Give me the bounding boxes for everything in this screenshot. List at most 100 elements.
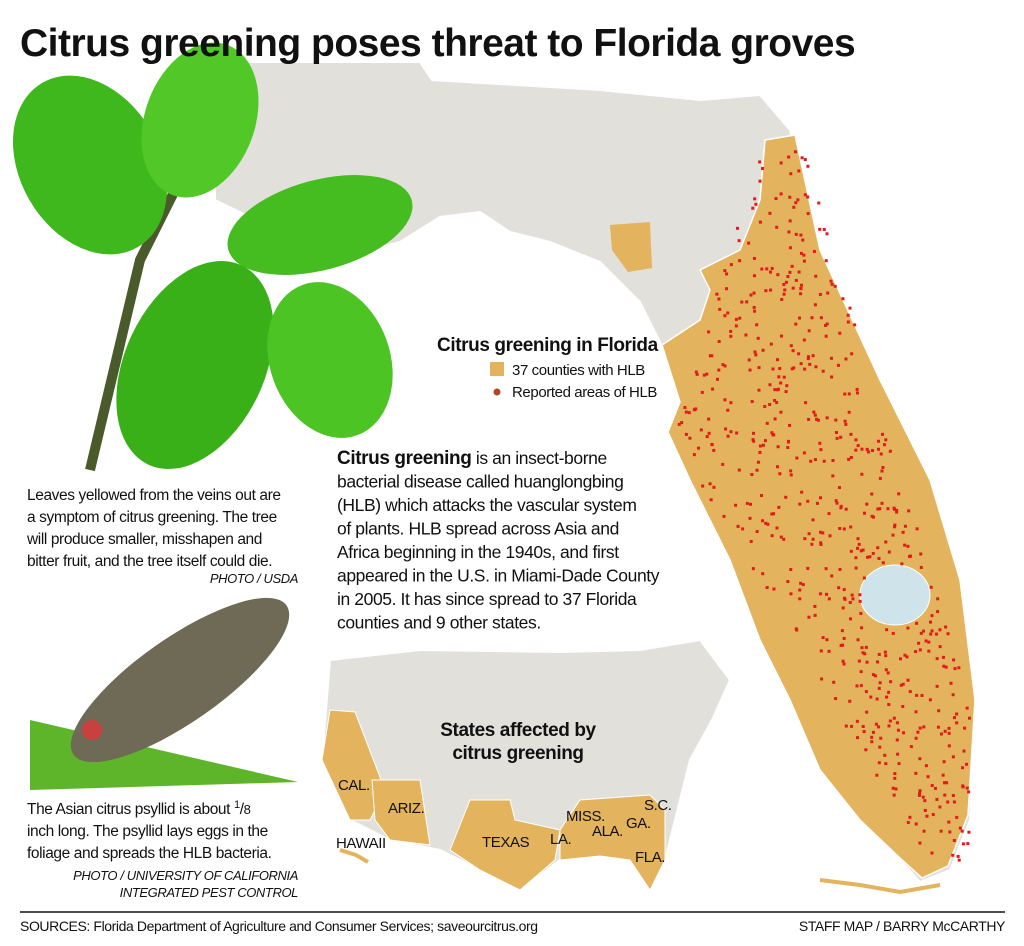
hlb-dot (878, 507, 882, 511)
hlb-dot (870, 514, 874, 518)
hlb-dot (819, 542, 823, 546)
hlb-dot (807, 532, 811, 536)
hlb-dot (749, 502, 753, 506)
hlb-dot (901, 530, 905, 534)
hlb-dot (735, 226, 739, 230)
hlb-dot (895, 508, 899, 512)
hlb-dot (819, 541, 823, 545)
hlb-dot (818, 441, 822, 445)
hlb-dot (918, 648, 922, 652)
hlb-dot (895, 721, 899, 725)
hlb-dot (801, 238, 805, 242)
hlb-dot (895, 510, 899, 514)
hlb-dot (951, 693, 955, 697)
hlb-dot (952, 716, 956, 720)
hlb-dot (782, 537, 786, 541)
hlb-dot (893, 523, 897, 527)
hlb-dot (901, 682, 905, 686)
hlb-dot (875, 773, 879, 777)
hlb-county (610, 222, 652, 272)
hlb-dot (723, 269, 727, 273)
hlb-dot (776, 358, 780, 362)
state-label: GA. (626, 815, 651, 832)
hlb-dot (939, 732, 943, 736)
description: Citrus greening is an insect-borne bacte… (337, 448, 660, 633)
hlb-dot (694, 370, 698, 374)
hlb-dot (865, 447, 869, 451)
hlb-dot (887, 690, 891, 694)
hlb-dot (734, 503, 738, 507)
hlb-dot (710, 442, 714, 446)
hlb-dot (717, 339, 721, 343)
hlb-dot (779, 535, 783, 539)
hlb-dot (846, 320, 850, 324)
hlb-dot (790, 264, 794, 268)
hlb-dot (930, 851, 934, 855)
hlb-dot (737, 468, 741, 472)
state-label: LA. (550, 831, 571, 848)
hlb-dot (965, 786, 969, 790)
hlb-dot (927, 640, 931, 644)
hlb-dot (822, 227, 826, 231)
hlb-dot (965, 706, 969, 710)
us-map-title: citrus greening (452, 743, 583, 764)
hlb-dot (787, 440, 791, 444)
hlb-dot (854, 438, 858, 442)
hlb-dot (786, 275, 790, 279)
hlb-dot (760, 166, 764, 170)
hlb-dot (891, 533, 895, 537)
hlb-dot (799, 251, 803, 255)
hlb-dot (738, 316, 742, 320)
hlb-dot (758, 160, 762, 164)
hlb-dot (752, 431, 756, 435)
hlb-dot (811, 518, 815, 522)
hlb-dot (700, 390, 704, 394)
hlb-dot (789, 172, 793, 176)
hlb-dot (908, 815, 912, 819)
hlb-dot (831, 458, 835, 462)
text: is an insect-borne (476, 448, 607, 468)
hlb-dot (749, 293, 753, 297)
hlb-dot (740, 300, 744, 304)
hlb-dot (952, 838, 956, 842)
leaf-caption: bitter fruit, and the tree itself could … (27, 553, 272, 570)
hlb-dot (865, 502, 869, 506)
hlb-dot (883, 443, 887, 447)
hlb-dot (939, 829, 943, 833)
hlb-dot (863, 652, 867, 656)
hlb-dot (841, 659, 845, 663)
hlb-dot (766, 522, 770, 526)
florida-map (214, 61, 977, 895)
legend-item: Reported areas of HLB (512, 384, 657, 401)
hlb-dot (941, 773, 945, 777)
hlb-dot (930, 784, 934, 788)
hlb-dot (884, 438, 888, 442)
state-label: FLA. (635, 849, 665, 866)
hlb-dot (760, 267, 764, 271)
hlb-dot (684, 432, 688, 436)
hlb-dot (721, 363, 725, 367)
hlb-dot (874, 722, 878, 726)
hlb-dot (870, 735, 874, 739)
hlb-dot (748, 368, 752, 372)
hlb-dot (920, 693, 924, 697)
hlb-dot (958, 826, 962, 830)
hlb-dot (839, 435, 843, 439)
hlb-dot (729, 401, 733, 405)
hlb-dot (806, 357, 810, 361)
hlb-dot (859, 549, 863, 553)
hlb-dot (880, 501, 884, 505)
hlb-dot (929, 585, 933, 589)
hlb-dot (849, 549, 853, 553)
hlb-dot (798, 597, 802, 601)
hlb-dot (723, 364, 727, 368)
hlb-dot (825, 232, 829, 236)
hlb-dot (889, 680, 893, 684)
hlb-dot (789, 473, 793, 477)
hlb-dot (800, 156, 804, 160)
hlb-dot (770, 512, 774, 516)
us-map (320, 638, 732, 892)
hlb-dot (878, 681, 882, 685)
hlb-dot (898, 657, 902, 661)
legend-swatch (490, 362, 504, 376)
